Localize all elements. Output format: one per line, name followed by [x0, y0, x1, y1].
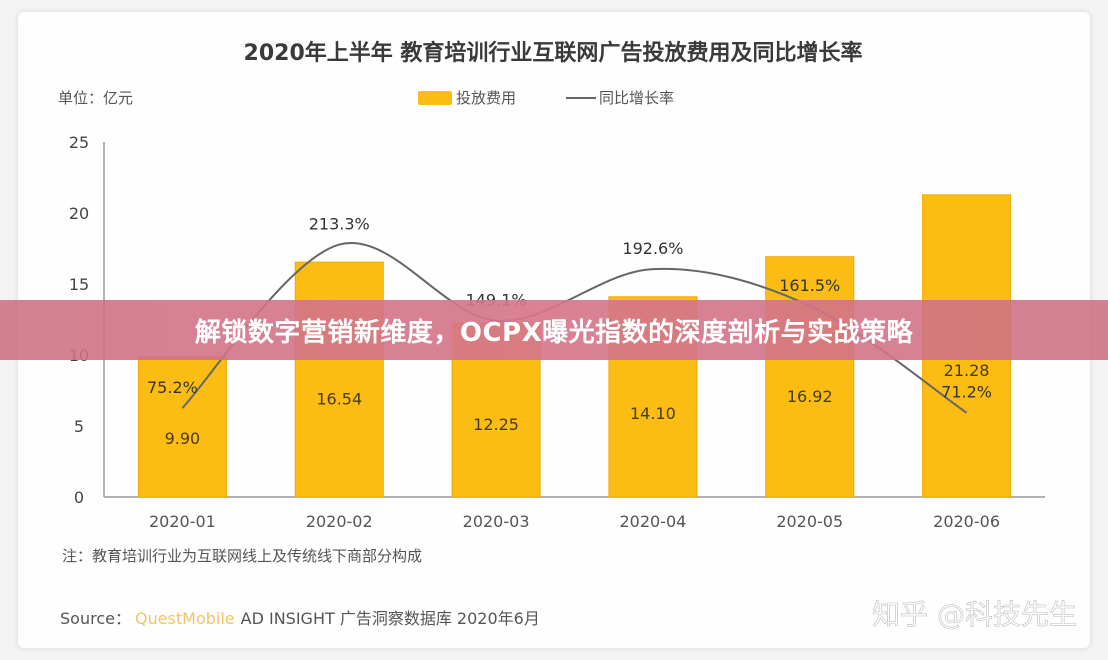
overlay-banner: 解锁数字营销新维度，OCPX曝光指数的深度剖析与实战策略	[0, 300, 1108, 360]
growth-rate-label: 71.2%	[941, 383, 992, 402]
legend-line-label: 同比增长率	[599, 89, 674, 107]
legend-bar-swatch	[418, 91, 452, 105]
growth-rate-label: 75.2%	[147, 378, 198, 397]
x-tick-label: 2020-06	[933, 512, 1000, 531]
bar	[294, 261, 384, 498]
banner-title: 解锁数字营销新维度，OCPX曝光指数的深度剖析与实战策略	[194, 317, 914, 348]
x-tick-label: 2020-05	[776, 512, 843, 531]
y-tick-label: 20	[69, 204, 89, 223]
growth-rate-label: 161.5%	[779, 276, 840, 295]
y-tick-label: 5	[74, 417, 84, 436]
x-tick-label: 2020-04	[619, 512, 686, 531]
bar-value-label: 14.10	[630, 404, 676, 423]
bar	[765, 256, 855, 498]
x-tick-label: 2020-03	[463, 512, 530, 531]
growth-rate-label: 192.6%	[622, 239, 683, 258]
bar-value-label: 9.90	[165, 429, 201, 448]
bar-value-label: 16.54	[316, 389, 362, 408]
bar	[137, 355, 227, 498]
x-tick-group: 2020-01 2020-02 2020-03 2020-04 2020-05 2020-…	[149, 512, 1000, 531]
source-line: Source： QuestMobile AD INSIGHT 广告洞察数据库 202…	[60, 609, 540, 628]
source-rest: AD INSIGHT 广告洞察数据库 2020年6月	[241, 609, 540, 628]
y-tick-label: 0	[74, 488, 84, 507]
chart-title: 2020年上半年 教育培训行业互联网广告投放费用及同比增长率	[244, 40, 863, 66]
chart-note: 注：教育培训行业为互联网线上及传统线下商部分构成	[62, 547, 422, 565]
legend-bar-label: 投放费用	[456, 89, 516, 107]
y-tick-label: 25	[69, 133, 89, 152]
bar-value-label: 16.92	[787, 387, 833, 406]
bar-value-label: 21.28	[944, 361, 990, 380]
y-tick-label: 15	[69, 275, 89, 294]
source-prefix: Source：	[60, 609, 131, 628]
bar-label-group: 9.90 16.54 12.25 14.10 16.92 21.28	[165, 361, 990, 448]
x-tick-label: 2020-01	[149, 512, 216, 531]
unit-label: 单位：亿元	[58, 89, 133, 107]
growth-rate-label: 213.3%	[309, 215, 370, 234]
zhihu-watermark: 知乎 @科技先生	[872, 598, 1077, 631]
x-tick-label: 2020-02	[306, 512, 373, 531]
bar-value-label: 12.25	[473, 415, 519, 434]
source-brand: QuestMobile	[135, 609, 235, 628]
